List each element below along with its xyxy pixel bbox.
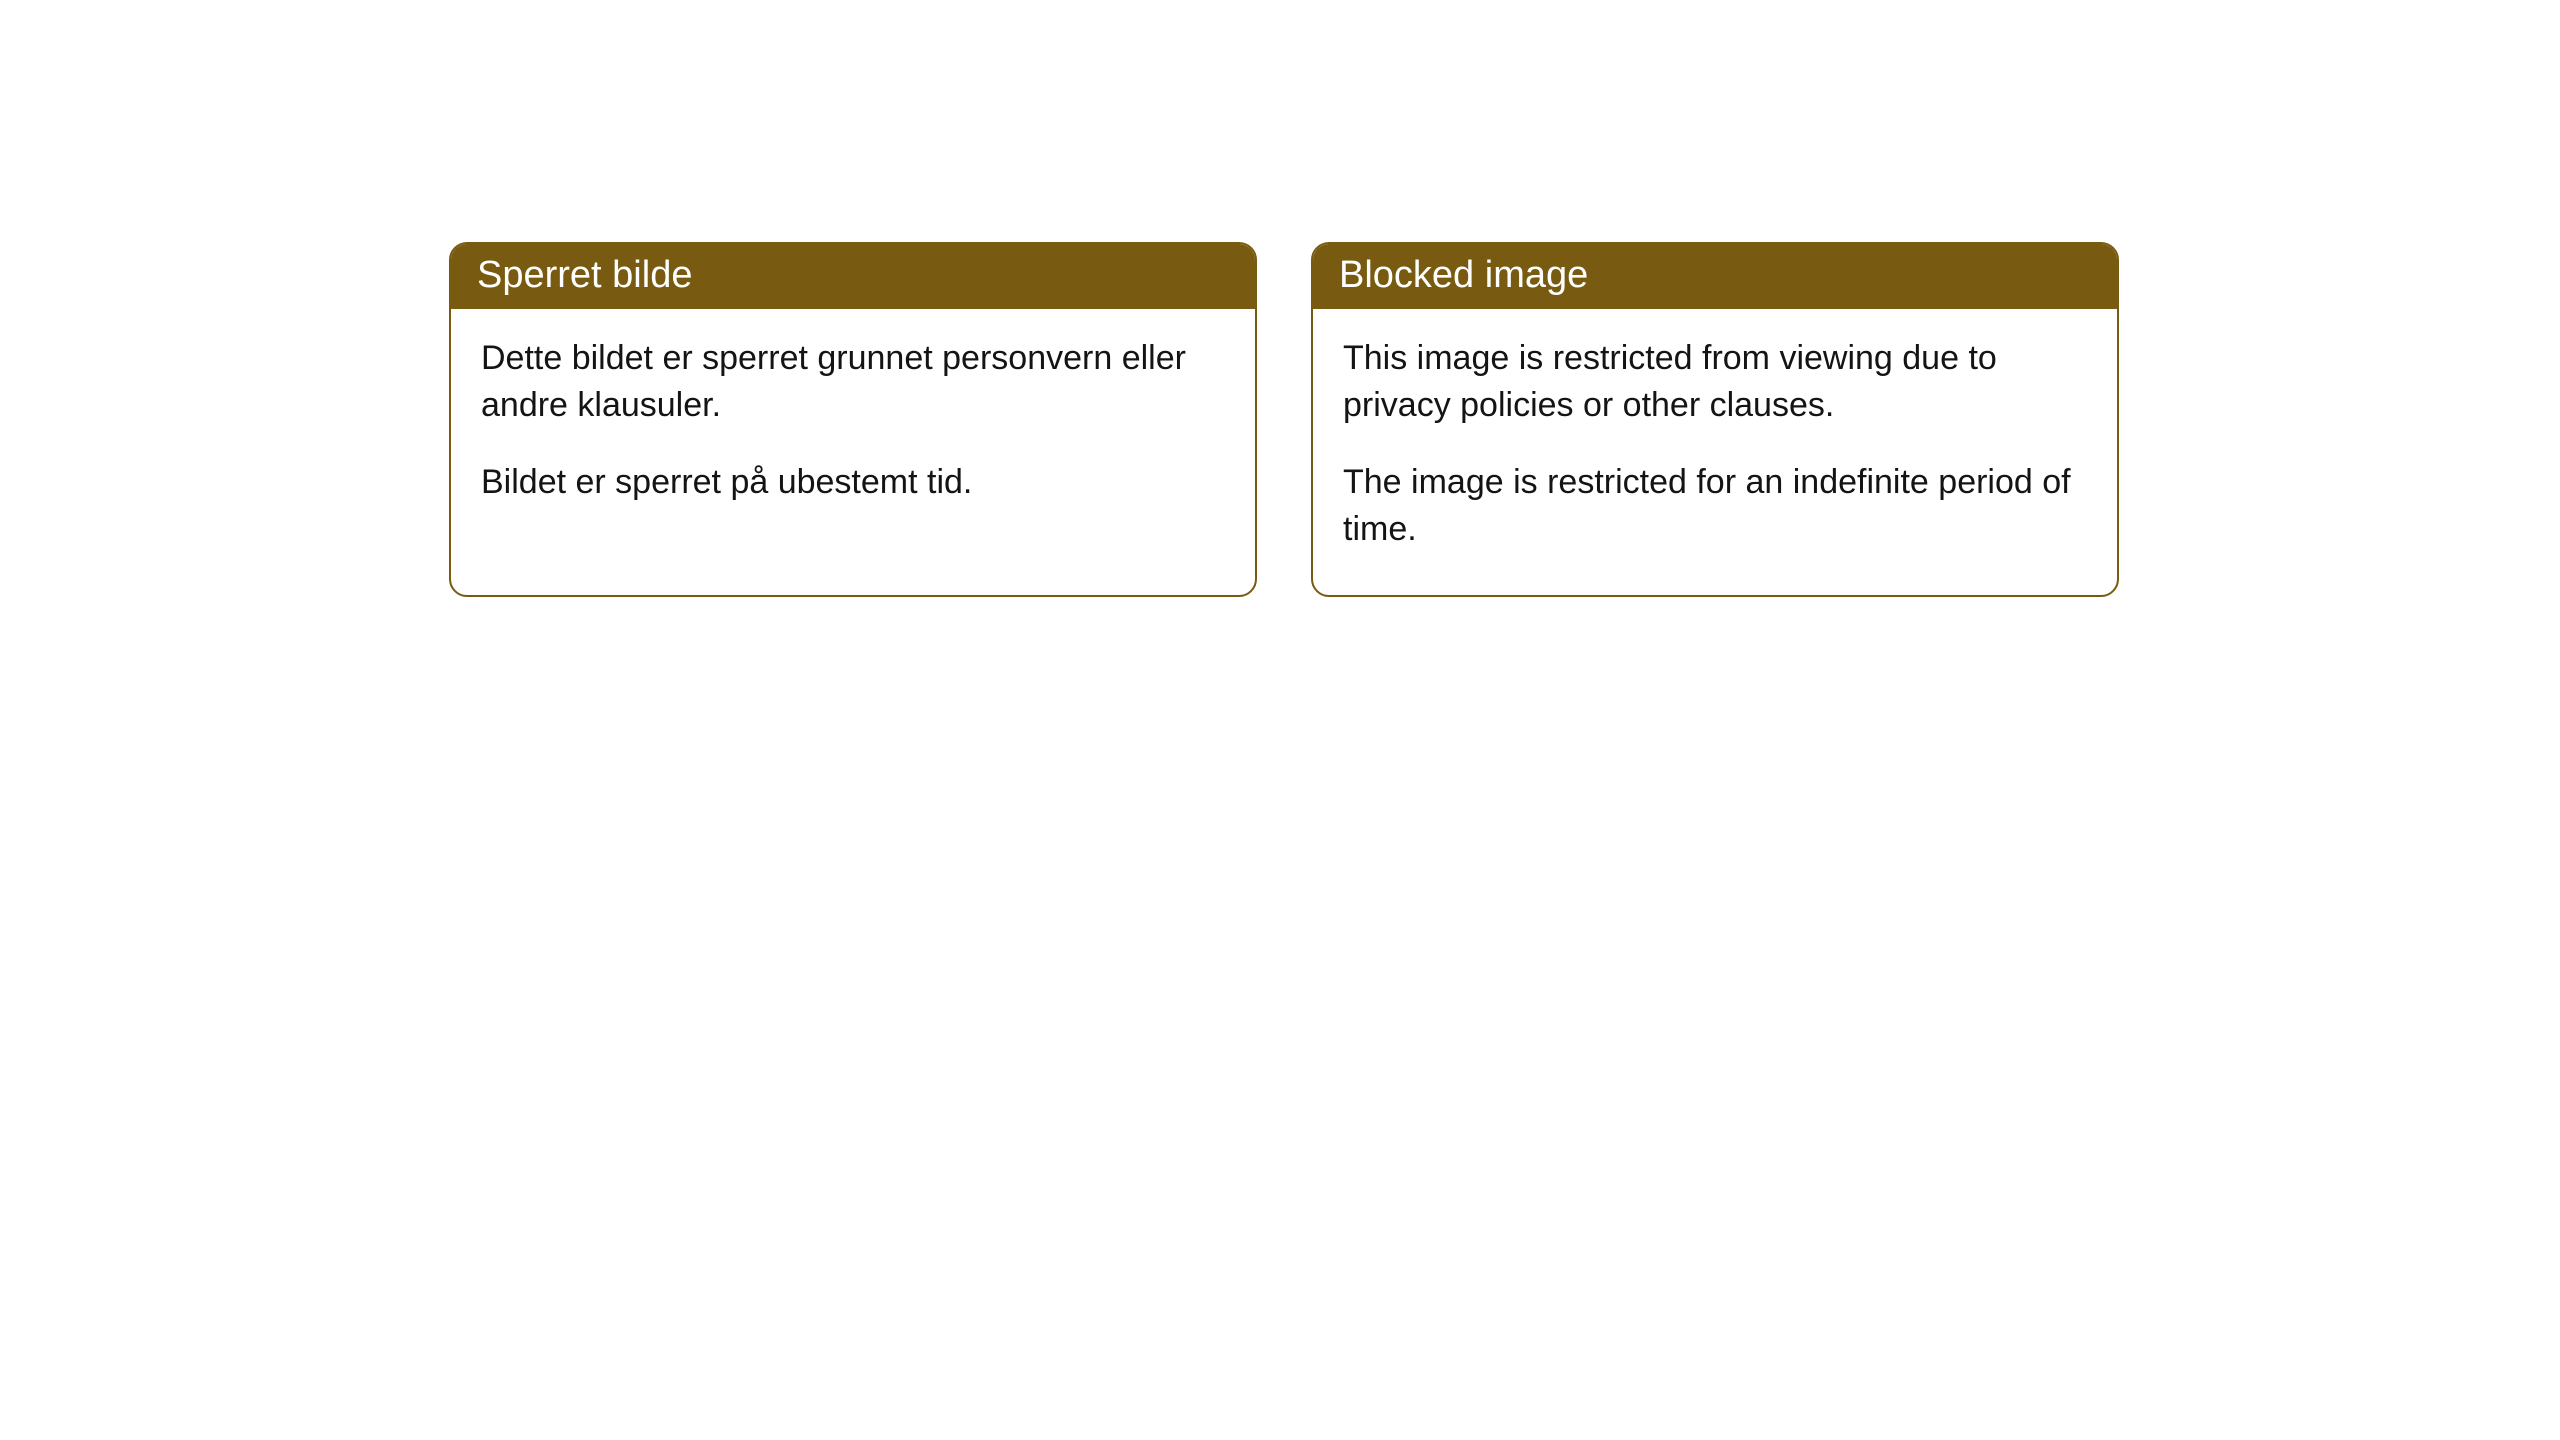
card-paragraph-2-no: Bildet er sperret på ubestemt tid. [481,459,1225,506]
card-container: Sperret bilde Dette bildet er sperret gr… [0,0,2560,597]
card-body-no: Dette bildet er sperret grunnet personve… [451,309,1255,548]
card-header-no: Sperret bilde [451,244,1255,309]
card-body-en: This image is restricted from viewing du… [1313,309,2117,595]
card-paragraph-1-no: Dette bildet er sperret grunnet personve… [481,335,1225,429]
blocked-image-card-en: Blocked image This image is restricted f… [1311,242,2119,597]
card-paragraph-2-en: The image is restricted for an indefinit… [1343,459,2087,553]
card-paragraph-1-en: This image is restricted from viewing du… [1343,335,2087,429]
card-header-en: Blocked image [1313,244,2117,309]
blocked-image-card-no: Sperret bilde Dette bildet er sperret gr… [449,242,1257,597]
